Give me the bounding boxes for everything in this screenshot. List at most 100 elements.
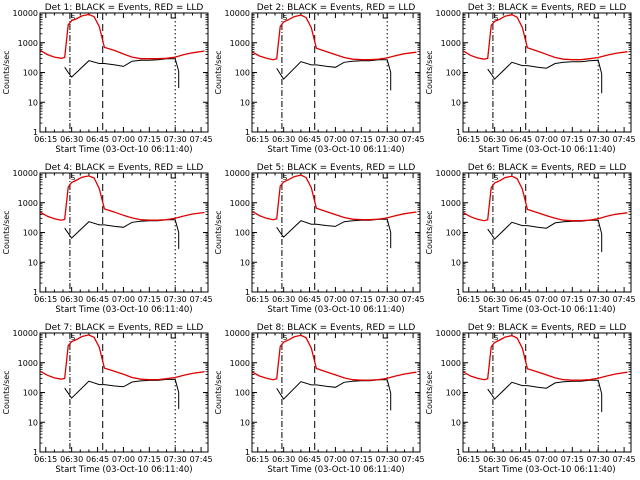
x-tick-label: 07:15 [561,135,584,144]
x-tick-label: 06:30 [272,295,295,304]
bracket-marker-glyph [382,14,389,19]
y-tick-label: 10000 [436,329,461,338]
x-tick-label: 06:30 [272,455,295,464]
events-series-line [276,379,392,411]
y-axis-label: Counts/sec [425,210,434,254]
panel-title: Det 9: BLACK = Events, RED = LLD [468,323,627,333]
lld-series-line [463,175,628,222]
x-tick-label: 06:45 [86,455,109,464]
y-tick-label: 10 [451,98,461,107]
y-tick-label: 1000 [441,359,461,368]
events-series-line [487,219,603,253]
y-tick-label: 10 [240,258,250,267]
x-tick-label: 07:00 [112,295,135,304]
s-marker-glyph: S [283,174,288,182]
x-tick-label: 06:45 [509,135,532,144]
y-tick-label: 100 [235,389,250,398]
y-tick-label: 10000 [225,9,250,18]
x-tick-label: 07:15 [350,135,373,144]
plot-frame [39,172,209,293]
y-tick-label: 10000 [436,9,461,18]
panel-title: Det 4: BLACK = Events, RED = LLD [45,163,204,173]
bracket-marker-glyph [170,14,177,19]
panel-title: Det 1: BLACK = Events, RED = LLD [45,3,204,13]
x-axis-label: Start Time (03-Oct-10 06:11:40) [55,465,192,475]
x-tick-label: 07:00 [112,455,135,464]
x-tick-label: 06:45 [509,455,532,464]
y-tick-label: 100 [23,389,38,398]
x-tick-label: 06:30 [60,135,83,144]
detector-panel-5: Det 5: BLACK = Events, RED = LLD 1 10 100 10… [214,163,425,315]
x-tick-label: 07:45 [402,455,425,464]
y-tick-label: 1000 [18,39,38,48]
plot-frame [251,12,421,133]
events-series-line [276,59,392,91]
s-marker-glyph: S [71,174,76,182]
y-axis-label: Counts/sec [2,50,11,94]
x-tick-label: 06:45 [298,455,321,464]
y-axis-label: Counts/sec [214,50,223,94]
y-tick-label: 1 [33,288,38,297]
x-tick-label: 07:00 [112,135,135,144]
detector-panel-7: Det 7: BLACK = Events, RED = LLD 1 10 100 10… [2,323,213,475]
x-tick-label: 07:45 [190,295,213,304]
x-tick-label: 06:15 [457,135,480,144]
bracket-marker-glyph [593,174,600,179]
detector-panel-3: Det 3: BLACK = Events, RED = LLD 1 10 100 10… [425,3,636,155]
y-tick-label: 1 [456,448,461,457]
y-tick-label: 10 [451,418,461,427]
y-tick-label: 10 [28,418,38,427]
x-tick-label: 06:15 [457,295,480,304]
x-tick-label: 06:15 [457,455,480,464]
y-tick-label: 1 [245,128,250,137]
y-tick-label: 1000 [18,199,38,208]
x-tick-label: 07:30 [164,455,187,464]
events-series-line [64,378,180,409]
y-tick-label: 10000 [13,329,38,338]
events-series-line [487,59,603,94]
lld-series-line [40,175,205,221]
x-tick-label: 07:45 [613,295,636,304]
x-tick-label: 07:45 [402,295,425,304]
y-tick-label: 1 [456,128,461,137]
y-tick-label: 100 [23,69,38,78]
s-marker-glyph: S [71,334,76,342]
panel-title: Det 3: BLACK = Events, RED = LLD [468,3,627,13]
x-tick-label: 07:15 [561,295,584,304]
lld-series-line [463,14,628,61]
y-tick-label: 100 [235,69,250,78]
y-tick-label: 1000 [441,199,461,208]
bracket-marker-glyph [382,174,389,179]
x-tick-label: 07:30 [376,455,399,464]
panel-title: Det 8: BLACK = Events, RED = LLD [257,323,416,333]
x-axis-label: Start Time (03-Oct-10 06:11:40) [267,145,404,155]
y-tick-label: 100 [446,389,461,398]
panel-title: Det 5: BLACK = Events, RED = LLD [257,163,416,173]
events-series-line [64,219,180,249]
y-tick-label: 1000 [18,359,38,368]
plot-frame [462,332,632,453]
lld-series-line [252,334,417,381]
x-axis-label: Start Time (03-Oct-10 06:11:40) [267,465,404,475]
events-series-line [487,379,603,413]
y-tick-label: 10 [28,258,38,267]
x-tick-label: 07:00 [535,135,558,144]
x-tick-label: 06:45 [298,295,321,304]
events-series-line [276,218,392,249]
s-marker-glyph: S [283,14,288,22]
y-axis-label: Counts/sec [425,50,434,94]
bracket-marker-glyph [170,334,177,339]
lld-series-line [252,14,417,61]
x-tick-label: 07:00 [324,135,347,144]
x-tick-label: 07:30 [376,135,399,144]
lld-series-line [252,174,417,221]
x-tick-label: 07:00 [535,295,558,304]
x-tick-label: 06:30 [60,295,83,304]
x-tick-label: 07:45 [190,135,213,144]
bracket-marker-glyph [382,334,389,339]
s-marker-glyph: S [71,14,76,22]
y-tick-label: 100 [446,229,461,238]
x-tick-label: 07:15 [561,455,584,464]
x-axis-label: Start Time (03-Oct-10 06:11:40) [478,145,615,155]
